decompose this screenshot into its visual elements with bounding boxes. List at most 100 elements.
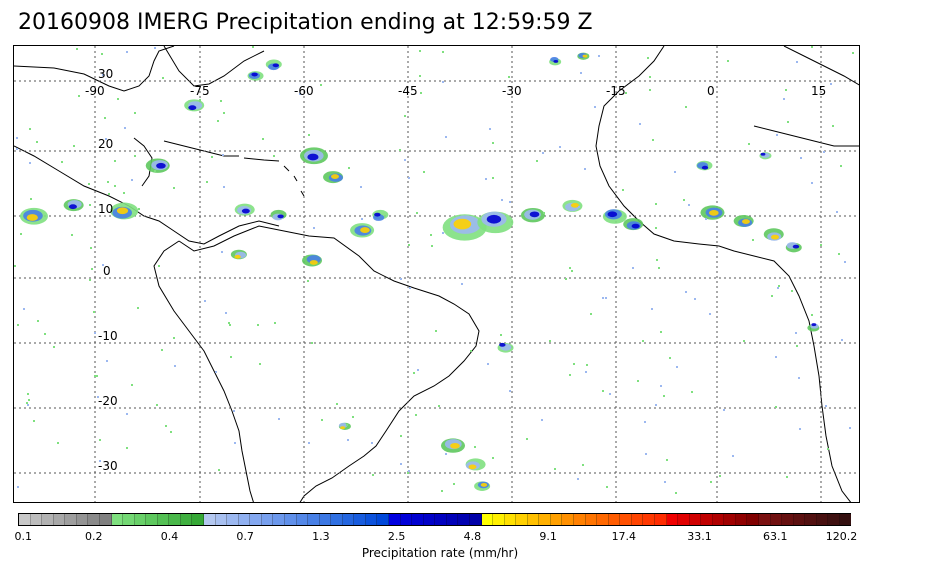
precip-speck xyxy=(771,295,773,297)
precip-speck xyxy=(174,365,176,367)
precip-speck xyxy=(91,268,93,270)
precip-speck xyxy=(93,311,95,313)
colorbar-cell xyxy=(215,514,228,525)
precip-speck xyxy=(423,171,425,173)
precip-cell xyxy=(26,214,38,221)
precip-speck xyxy=(57,442,59,444)
precip-speck xyxy=(474,446,476,448)
precip-cell xyxy=(709,209,719,216)
precip-speck xyxy=(509,390,511,392)
precip-speck xyxy=(78,95,80,97)
precip-cell xyxy=(450,442,460,449)
precip-speck xyxy=(606,486,608,488)
precip-speck xyxy=(313,227,315,229)
precip-speck xyxy=(97,396,99,398)
colorbar-tick-labels: 0.1 0.2 0.4 0.7 1.3 2.5 4.8 9.1 17.4 33.1 63.1 120.… xyxy=(0,530,944,544)
precip-speck xyxy=(542,152,544,154)
colorbar-cell xyxy=(574,514,586,525)
colorbar-cell xyxy=(562,514,574,525)
precip-speck xyxy=(89,204,91,206)
precip-speck xyxy=(230,356,232,358)
precip-cell xyxy=(741,219,750,224)
precip-speck xyxy=(705,218,707,220)
colorbar-cell xyxy=(123,514,135,525)
colorbar-cell xyxy=(354,514,366,525)
colorbar-tick-label: 0.7 xyxy=(236,530,254,543)
precip-speck xyxy=(53,346,55,348)
precip-speck xyxy=(352,416,354,418)
precip-speck xyxy=(777,287,779,289)
colorbar-cell xyxy=(169,514,181,525)
colorbar-tick-label: 33.1 xyxy=(687,530,712,543)
colorbar-tick-label: 2.5 xyxy=(387,530,406,543)
colorbar-cell xyxy=(76,514,89,525)
precip-speck xyxy=(17,486,19,488)
precip-speck xyxy=(688,204,690,206)
precip-speck xyxy=(199,99,201,101)
precip-speck xyxy=(723,409,725,411)
precip-speck xyxy=(825,405,827,407)
colorbar-cell xyxy=(747,514,759,525)
precip-speck xyxy=(685,291,687,293)
precip-speck xyxy=(660,331,662,333)
precip-speck xyxy=(602,297,604,299)
precip-speck xyxy=(586,364,588,366)
precip-speck xyxy=(584,168,586,170)
colorbar-cell xyxy=(331,514,343,525)
precip-speck xyxy=(501,199,503,201)
colorbar-cell xyxy=(654,514,667,525)
precip-speck xyxy=(29,162,31,164)
precip-speck xyxy=(99,439,101,441)
precip-speck xyxy=(114,160,116,162)
precip-speck xyxy=(138,208,140,210)
precip-speck xyxy=(165,425,167,427)
precip-speck xyxy=(431,245,433,247)
precip-speck xyxy=(134,112,136,114)
precip-cell xyxy=(553,59,559,63)
precip-speck xyxy=(580,72,582,74)
colorbar-cell xyxy=(620,514,632,525)
precip-speck xyxy=(445,136,447,138)
precip-speck xyxy=(526,438,528,440)
colorbar-cell xyxy=(30,514,43,525)
precip-speck xyxy=(229,324,231,326)
precip-speck xyxy=(442,81,444,83)
precip-speck xyxy=(234,442,236,444)
precip-speck xyxy=(102,264,104,266)
precip-speck xyxy=(442,232,444,234)
colorbar-cell xyxy=(678,514,690,525)
precip-speck xyxy=(107,181,109,183)
graticule xyxy=(14,46,859,502)
precip-speck xyxy=(651,308,653,310)
precip-speck xyxy=(487,363,489,365)
precip-speck xyxy=(554,468,556,470)
colorbar-cell xyxy=(273,514,285,525)
colorbar-cell xyxy=(608,514,621,525)
precipitation-field xyxy=(14,46,854,494)
precip-speck xyxy=(88,183,90,185)
precip-speck xyxy=(811,46,813,48)
precip-speck xyxy=(126,51,128,53)
precip-speck xyxy=(852,52,854,54)
precip-speck xyxy=(800,157,802,159)
precip-speck xyxy=(508,76,510,78)
colorbar-tick-label: 1.3 xyxy=(312,530,330,543)
precip-speck xyxy=(652,139,654,141)
precip-speck xyxy=(61,161,63,163)
precip-speck xyxy=(420,92,422,94)
precip-speck xyxy=(823,151,825,153)
precip-speck xyxy=(492,142,494,144)
precip-speck xyxy=(417,369,419,371)
precip-speck xyxy=(727,60,729,62)
precip-speck xyxy=(485,178,487,180)
precip-speck xyxy=(655,203,657,205)
precip-speck xyxy=(33,420,35,422)
precip-speck xyxy=(90,247,92,249)
latitude-label: -20 xyxy=(98,394,118,408)
precip-speck xyxy=(16,148,18,150)
precip-speck xyxy=(262,138,264,140)
precip-speck xyxy=(719,475,721,477)
colorbar-tick-label: 4.8 xyxy=(463,530,482,543)
precip-speck xyxy=(675,492,677,494)
precip-speck xyxy=(416,212,418,214)
